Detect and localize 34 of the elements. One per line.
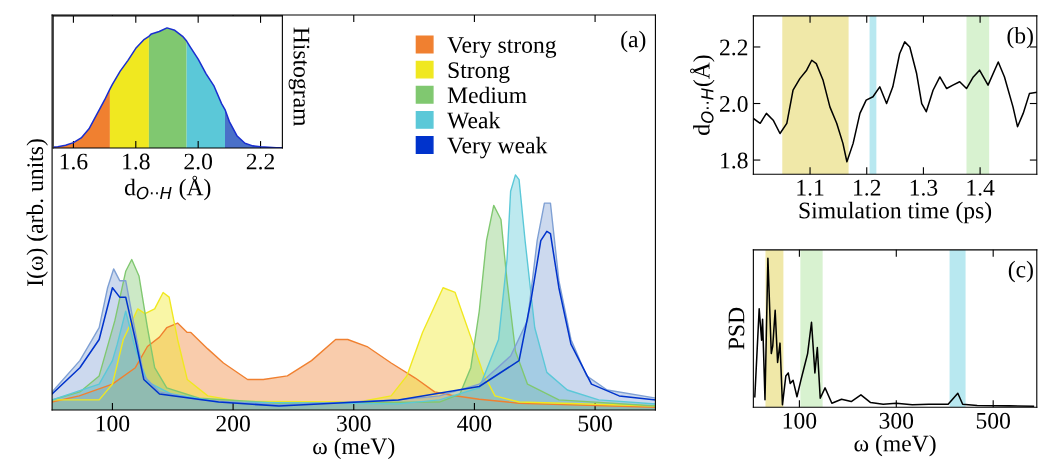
x-tick-label: 1.1 [797, 179, 824, 196]
y-tick-label: 2.0 [720, 96, 748, 113]
x-axis-title: ω (meV) [854, 434, 936, 457]
x-tick-label: 100 [783, 412, 817, 429]
y-axis-title: d$_{O··H}$(Å) [690, 55, 715, 135]
text: (a) [621, 30, 646, 53]
x-tick-label: 300 [337, 415, 371, 432]
annotation: (b) [1007, 26, 1033, 49]
legend-label: Very weak [447, 136, 548, 159]
y-tick-label: 2.2 [720, 39, 748, 56]
x-tick-label: 1.4 [967, 179, 995, 196]
y-axis-title: I(ω) (arb. units) [26, 139, 48, 286]
x-tick-label: 500 [976, 412, 1010, 429]
legend-label: Medium [447, 86, 527, 104]
x-tick-label: 1.2 [854, 179, 881, 196]
x-tick-label: 400 [457, 415, 492, 432]
text: Histogram [288, 27, 310, 127]
legend-label: Very strong [447, 37, 557, 58]
legend-label: Strong [448, 62, 510, 83]
x-tick-label: 1.3 [910, 179, 938, 196]
y-axis-title: PSD [728, 307, 745, 350]
x-tick-label: 100 [96, 415, 130, 432]
x-axis-title: d$_{O··H}$ (Å) [124, 175, 211, 201]
x-tick-label: 500 [578, 415, 612, 432]
x-tick-label: 2.0 [184, 153, 213, 170]
annotation: (c) [1008, 260, 1033, 283]
x-axis-title: Simulation time (ps) [799, 201, 992, 224]
x-tick-label: 2.2 [246, 153, 274, 170]
legend-label: Weak [447, 111, 501, 129]
x-axis-title: ω (meV) [313, 437, 395, 460]
x-tick-label: 1.6 [60, 153, 88, 170]
x-tick-label: 200 [216, 415, 250, 432]
x-tick-label: 300 [879, 412, 914, 429]
x-tick-label: 1.8 [123, 153, 150, 170]
